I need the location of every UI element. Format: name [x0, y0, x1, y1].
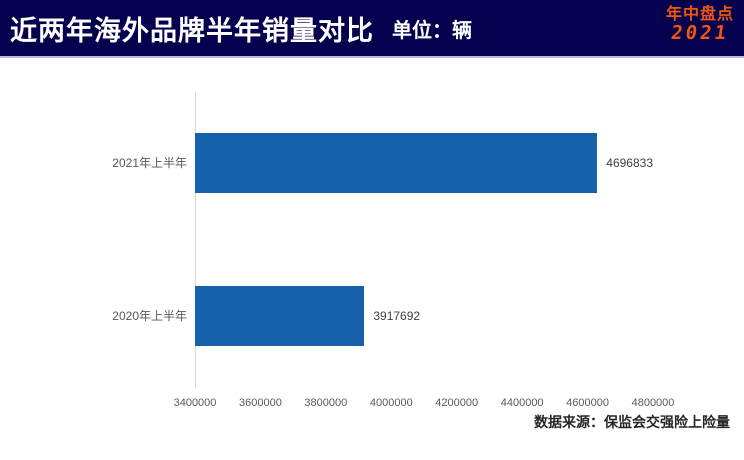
x-tick-label: 4400000: [500, 397, 544, 409]
badge-line1: 年中盘点: [665, 4, 734, 23]
value-label: 3917692: [373, 309, 421, 323]
x-tick-label: 3800000: [304, 397, 348, 409]
year-review-badge: 年中盘点 2021: [665, 4, 734, 44]
category-label: 2021年上半年: [112, 156, 187, 170]
header-bar: 近两年海外品牌半年销量对比 单位：辆 年中盘点 2021: [0, 0, 744, 58]
x-tick-label: 4800000: [631, 397, 675, 409]
page-title: 近两年海外品牌半年销量对比: [10, 15, 374, 46]
bar-row: 4696833: [195, 133, 653, 193]
unit-label: 单位：辆: [392, 19, 472, 42]
x-tick-label: 4000000: [369, 397, 413, 409]
y-axis-line: [195, 92, 196, 388]
category-label: 2020年上半年: [112, 309, 187, 323]
x-tick-label: 4200000: [435, 397, 479, 409]
bar-row: 3917692: [195, 286, 653, 346]
bar-2020: [195, 286, 365, 346]
x-tick-label: 4600000: [566, 397, 609, 409]
chart-area: 2021年上半年 2020年上半年 4696833 3917692 340000…: [0, 60, 744, 460]
value-label: 4696833: [606, 156, 653, 170]
x-tick-label: 3400000: [173, 397, 217, 409]
x-axis-ticks: 3400000 3600000 3800000 4000000 4200000 44000…: [174, 397, 675, 413]
bar-2021: [195, 133, 598, 193]
source-note: 数据来源：保监会交强险上险量: [534, 414, 730, 430]
x-tick-label: 3600000: [239, 397, 282, 409]
badge-line2: 2021: [669, 21, 731, 44]
